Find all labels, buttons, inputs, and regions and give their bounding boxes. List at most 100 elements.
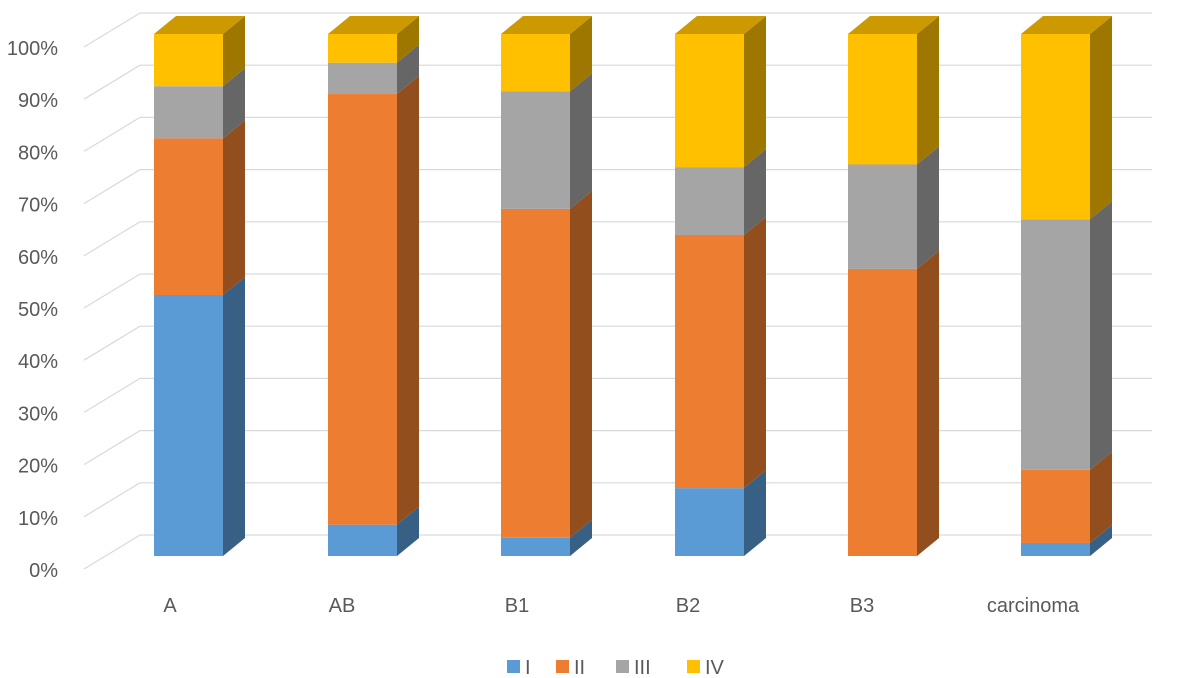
y-tick-label: 0% xyxy=(29,560,58,582)
bar-segment-side xyxy=(570,519,592,556)
y-tick-label: 20% xyxy=(18,456,58,478)
bar-top-face xyxy=(154,16,245,34)
legend-item-ii: II xyxy=(556,657,585,678)
bar-segment-side xyxy=(223,68,245,139)
bar-segment-side xyxy=(744,16,766,168)
bar-stack-ab xyxy=(328,16,419,556)
bar-segment-i xyxy=(154,295,223,556)
bar-segment-i xyxy=(328,524,397,556)
bar-segment-ii xyxy=(1021,469,1090,543)
gridline-diagonal xyxy=(83,12,141,48)
y-tick-label: 100% xyxy=(7,38,58,60)
y-tick-label: 40% xyxy=(18,351,58,373)
bar-segment-side xyxy=(223,16,245,87)
bar-segment-side xyxy=(1090,451,1112,543)
bar-stack-a xyxy=(154,16,245,556)
bar-segment-side xyxy=(1090,201,1112,470)
y-tick-label: 30% xyxy=(18,403,58,425)
legend-label: III xyxy=(634,657,651,678)
bar-stack-b2 xyxy=(675,16,766,556)
bar-segment-iii xyxy=(328,62,397,95)
bar-segment-side xyxy=(744,149,766,235)
gridlines xyxy=(83,12,1152,570)
bar-segment-side xyxy=(397,506,419,556)
bar-segment-side xyxy=(397,16,419,63)
y-tick-label: 10% xyxy=(18,508,58,530)
bar-segment-side xyxy=(570,73,592,209)
bar-segment-iii xyxy=(501,91,570,209)
bar-segment-iv xyxy=(675,34,744,168)
y-tick-label: 60% xyxy=(18,247,58,269)
bar-segment-ii xyxy=(501,208,570,538)
bar-stack-carcinoma xyxy=(1021,16,1112,556)
gridline-diagonal xyxy=(83,430,141,466)
y-tick-label: 70% xyxy=(18,195,58,217)
bar-segment-iii xyxy=(675,167,744,235)
legend-swatch xyxy=(616,660,629,673)
bar-segment-iv xyxy=(1021,34,1090,220)
bar-segment-iii xyxy=(848,164,917,269)
legend-item-iv: IV xyxy=(687,657,725,678)
bar-segment-iv xyxy=(848,34,917,165)
x-category-label: B3 xyxy=(850,595,874,617)
legend: I II III IV xyxy=(507,657,725,678)
x-category-label: A xyxy=(163,595,177,617)
bar-top-face xyxy=(501,16,592,34)
gridline-diagonal xyxy=(83,116,141,152)
legend-swatch xyxy=(556,660,569,673)
bar-segment-side xyxy=(397,76,419,525)
bar-segment-i xyxy=(501,537,570,556)
bar-segment-side xyxy=(570,16,592,92)
bar-top-face xyxy=(848,16,939,34)
legend-label: IV xyxy=(705,657,725,678)
x-category-label: carcinoma xyxy=(987,595,1080,617)
bar-segment-ii xyxy=(154,138,223,295)
y-tick-label: 90% xyxy=(18,90,58,112)
bar-segment-side xyxy=(223,277,245,556)
legend-item-iii: III xyxy=(616,657,651,678)
bar-segment-iii xyxy=(1021,219,1090,470)
legend-swatch xyxy=(507,660,520,673)
bar-segment-side xyxy=(917,146,939,269)
bar-segment-ii xyxy=(848,268,917,556)
bar-segment-side xyxy=(744,470,766,556)
bar-segment-iii xyxy=(154,86,223,139)
legend-item-i: I xyxy=(507,657,531,678)
bar-segment-side xyxy=(917,16,939,165)
bar-segment-side xyxy=(744,216,766,489)
bar-top-face xyxy=(328,16,419,34)
bar-segment-side xyxy=(570,190,592,538)
y-axis-ticks: 0% 10% 20% 30% 40% 50% 60% 70% 80% 90% 100% xyxy=(7,38,58,582)
gridline-diagonal xyxy=(83,64,141,100)
bar-segment-side xyxy=(1090,524,1112,556)
bar-segment-ii xyxy=(675,234,744,489)
bar-segment-iv xyxy=(154,34,223,87)
bar-top-face xyxy=(675,16,766,34)
gridline-diagonal xyxy=(83,273,141,309)
y-tick-label: 80% xyxy=(18,142,58,164)
gridline-diagonal xyxy=(83,482,141,518)
bar-segment-i xyxy=(675,488,744,556)
bar-segment-iv xyxy=(501,34,570,92)
gridline-diagonal xyxy=(83,534,141,570)
legend-label: I xyxy=(525,657,531,678)
bar-stack-b3 xyxy=(848,16,939,556)
gridline-diagonal xyxy=(83,325,141,361)
bar-segment-iv xyxy=(328,34,397,63)
bar-segment-side xyxy=(223,120,245,296)
legend-label: II xyxy=(574,657,585,678)
bar-segment-i xyxy=(1021,542,1090,556)
bar-segment-side xyxy=(397,44,419,95)
legend-swatch xyxy=(687,660,700,673)
bar-segment-side xyxy=(1090,16,1112,220)
bar-segment-ii xyxy=(328,94,397,525)
bar-segment-side xyxy=(917,250,939,556)
gridline-diagonal xyxy=(83,377,141,413)
bars xyxy=(154,16,1112,556)
gridline-diagonal xyxy=(83,169,141,205)
x-category-label: B2 xyxy=(676,595,700,617)
x-category-label: B1 xyxy=(505,595,529,617)
x-axis-category-labels: A AB B1 B2 B3 carcinoma xyxy=(163,595,1080,617)
